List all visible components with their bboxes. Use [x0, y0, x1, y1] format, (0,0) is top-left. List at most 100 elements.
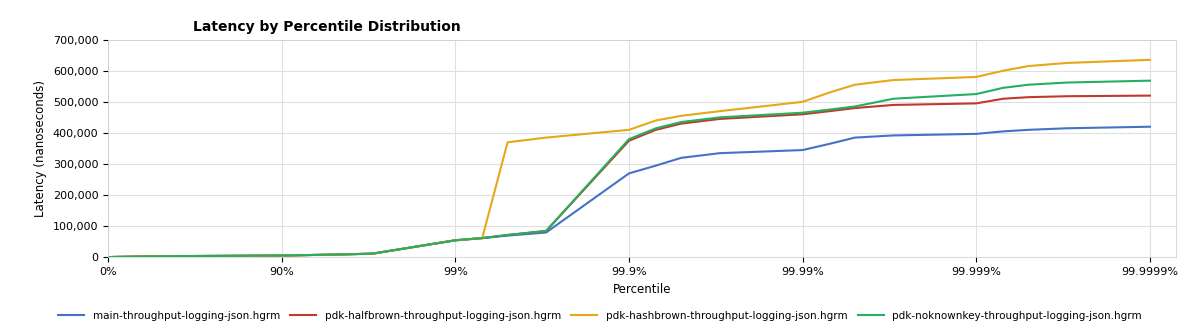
pdk-halfbrown-throughput-logging-json.hgrm: [127, 255, 142, 259]
X-axis label: Percentile: Percentile: [613, 283, 671, 296]
Legend: main-throughput-logging-json.hgrm, pdk-halfbrown-throughput-logging-json.hgrm, p: main-throughput-logging-json.hgrm, pdk-h…: [54, 307, 1146, 325]
pdk-noknownkey-throughput-logging-json.hgrm: [796, 111, 810, 115]
pdk-hashbrown-throughput-logging-json.hgrm: [539, 136, 553, 140]
pdk-noknownkey-throughput-logging-json.hgrm: [139, 254, 154, 258]
main-throughput-logging-json.hgrm: [887, 133, 901, 137]
pdk-noknownkey-throughput-logging-json.hgrm: [1060, 81, 1074, 84]
pdk-noknownkey-throughput-logging-json.hgrm: [996, 86, 1010, 90]
pdk-hashbrown-throughput-logging-json.hgrm: [222, 254, 236, 258]
pdk-halfbrown-throughput-logging-json.hgrm: [170, 254, 185, 258]
pdk-halfbrown-throughput-logging-json.hgrm: [101, 255, 115, 259]
pdk-hashbrown-throughput-logging-json.hgrm: [109, 255, 124, 259]
pdk-hashbrown-throughput-logging-json.hgrm: [847, 83, 862, 87]
pdk-noknownkey-throughput-logging-json.hgrm: [539, 229, 553, 233]
pdk-noknownkey-throughput-logging-json.hgrm: [649, 126, 664, 130]
pdk-hashbrown-throughput-logging-json.hgrm: [139, 254, 154, 258]
pdk-hashbrown-throughput-logging-json.hgrm: [101, 255, 115, 259]
pdk-hashbrown-throughput-logging-json.hgrm: [1021, 64, 1036, 68]
Line: pdk-halfbrown-throughput-logging-json.hgrm: pdk-halfbrown-throughput-logging-json.hg…: [108, 96, 1150, 257]
pdk-halfbrown-throughput-logging-json.hgrm: [139, 254, 154, 258]
pdk-noknownkey-throughput-logging-json.hgrm: [109, 255, 124, 259]
pdk-halfbrown-throughput-logging-json.hgrm: [118, 255, 132, 259]
main-throughput-logging-json.hgrm: [101, 255, 115, 259]
main-throughput-logging-json.hgrm: [796, 148, 810, 152]
pdk-hashbrown-throughput-logging-json.hgrm: [649, 118, 664, 122]
Y-axis label: Latency (nanoseconds): Latency (nanoseconds): [34, 80, 47, 217]
pdk-noknownkey-throughput-logging-json.hgrm: [118, 255, 132, 259]
pdk-hashbrown-throughput-logging-json.hgrm: [796, 100, 810, 104]
pdk-hashbrown-throughput-logging-json.hgrm: [674, 114, 689, 118]
Text: Latency by Percentile Distribution: Latency by Percentile Distribution: [193, 20, 461, 34]
pdk-halfbrown-throughput-logging-json.hgrm: [1060, 94, 1074, 98]
pdk-hashbrown-throughput-logging-json.hgrm: [192, 254, 206, 258]
pdk-hashbrown-throughput-logging-json.hgrm: [154, 254, 168, 258]
main-throughput-logging-json.hgrm: [970, 132, 984, 136]
pdk-noknownkey-throughput-logging-json.hgrm: [154, 254, 168, 258]
pdk-noknownkey-throughput-logging-json.hgrm: [822, 108, 836, 112]
pdk-noknownkey-throughput-logging-json.hgrm: [127, 255, 142, 259]
pdk-halfbrown-throughput-logging-json.hgrm: [887, 103, 901, 107]
pdk-hashbrown-throughput-logging-json.hgrm: [365, 252, 379, 256]
main-throughput-logging-json.hgrm: [192, 254, 206, 258]
pdk-noknownkey-throughput-logging-json.hgrm: [674, 120, 689, 124]
pdk-halfbrown-throughput-logging-json.hgrm: [713, 117, 727, 121]
main-throughput-logging-json.hgrm: [139, 254, 154, 258]
pdk-halfbrown-throughput-logging-json.hgrm: [154, 254, 168, 258]
Line: main-throughput-logging-json.hgrm: main-throughput-logging-json.hgrm: [108, 127, 1150, 257]
pdk-noknownkey-throughput-logging-json.hgrm: [475, 236, 490, 240]
pdk-noknownkey-throughput-logging-json.hgrm: [847, 105, 862, 109]
main-throughput-logging-json.hgrm: [622, 171, 636, 175]
pdk-hashbrown-throughput-logging-json.hgrm: [127, 255, 142, 259]
pdk-noknownkey-throughput-logging-json.hgrm: [713, 115, 727, 119]
pdk-hashbrown-throughput-logging-json.hgrm: [713, 109, 727, 113]
pdk-hashbrown-throughput-logging-json.hgrm: [475, 236, 490, 240]
pdk-halfbrown-throughput-logging-json.hgrm: [822, 109, 836, 113]
pdk-noknownkey-throughput-logging-json.hgrm: [500, 233, 515, 237]
pdk-halfbrown-throughput-logging-json.hgrm: [1021, 95, 1036, 99]
main-throughput-logging-json.hgrm: [539, 231, 553, 235]
main-throughput-logging-json.hgrm: [475, 236, 490, 240]
pdk-noknownkey-throughput-logging-json.hgrm: [1021, 83, 1036, 87]
main-throughput-logging-json.hgrm: [713, 151, 727, 155]
pdk-halfbrown-throughput-logging-json.hgrm: [649, 128, 664, 132]
Line: pdk-hashbrown-throughput-logging-json.hgrm: pdk-hashbrown-throughput-logging-json.hg…: [108, 60, 1150, 257]
main-throughput-logging-json.hgrm: [326, 253, 341, 257]
Line: pdk-noknownkey-throughput-logging-json.hgrm: pdk-noknownkey-throughput-logging-json.h…: [108, 81, 1150, 257]
pdk-hashbrown-throughput-logging-json.hgrm: [448, 238, 462, 242]
pdk-halfbrown-throughput-logging-json.hgrm: [326, 253, 341, 257]
main-throughput-logging-json.hgrm: [649, 164, 664, 168]
pdk-hashbrown-throughput-logging-json.hgrm: [887, 78, 901, 82]
pdk-halfbrown-throughput-logging-json.hgrm: [996, 97, 1010, 101]
pdk-halfbrown-throughput-logging-json.hgrm: [539, 229, 553, 233]
pdk-hashbrown-throughput-logging-json.hgrm: [822, 90, 836, 94]
pdk-hashbrown-throughput-logging-json.hgrm: [326, 253, 341, 257]
pdk-halfbrown-throughput-logging-json.hgrm: [1142, 94, 1157, 98]
pdk-hashbrown-throughput-logging-json.hgrm: [996, 69, 1010, 73]
pdk-noknownkey-throughput-logging-json.hgrm: [222, 254, 236, 258]
pdk-hashbrown-throughput-logging-json.hgrm: [622, 128, 636, 132]
pdk-halfbrown-throughput-logging-json.hgrm: [192, 254, 206, 258]
main-throughput-logging-json.hgrm: [127, 255, 142, 259]
pdk-halfbrown-throughput-logging-json.hgrm: [674, 122, 689, 126]
main-throughput-logging-json.hgrm: [448, 238, 462, 242]
pdk-noknownkey-throughput-logging-json.hgrm: [1142, 79, 1157, 82]
pdk-halfbrown-throughput-logging-json.hgrm: [970, 101, 984, 105]
pdk-halfbrown-throughput-logging-json.hgrm: [222, 254, 236, 258]
main-throughput-logging-json.hgrm: [109, 255, 124, 259]
main-throughput-logging-json.hgrm: [1060, 126, 1074, 130]
main-throughput-logging-json.hgrm: [674, 156, 689, 160]
pdk-hashbrown-throughput-logging-json.hgrm: [500, 140, 515, 144]
pdk-hashbrown-throughput-logging-json.hgrm: [970, 75, 984, 79]
pdk-halfbrown-throughput-logging-json.hgrm: [796, 112, 810, 116]
main-throughput-logging-json.hgrm: [822, 142, 836, 146]
main-throughput-logging-json.hgrm: [500, 234, 515, 238]
pdk-noknownkey-throughput-logging-json.hgrm: [448, 238, 462, 242]
pdk-noknownkey-throughput-logging-json.hgrm: [101, 255, 115, 259]
main-throughput-logging-json.hgrm: [1021, 128, 1036, 132]
pdk-halfbrown-throughput-logging-json.hgrm: [847, 106, 862, 110]
pdk-halfbrown-throughput-logging-json.hgrm: [365, 252, 379, 256]
pdk-noknownkey-throughput-logging-json.hgrm: [326, 253, 341, 257]
pdk-noknownkey-throughput-logging-json.hgrm: [622, 137, 636, 141]
pdk-halfbrown-throughput-logging-json.hgrm: [448, 238, 462, 242]
main-throughput-logging-json.hgrm: [222, 254, 236, 258]
